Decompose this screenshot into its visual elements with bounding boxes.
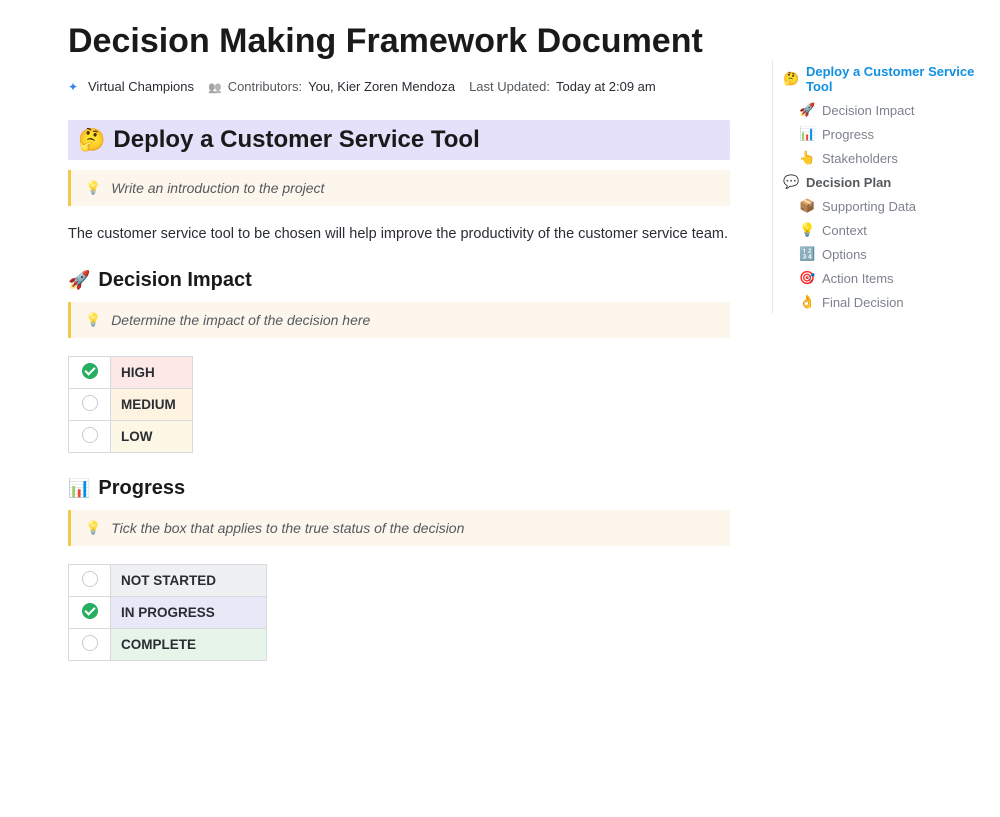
subsection-progress: 📊 Progress bbox=[68, 477, 730, 500]
checked-icon bbox=[82, 363, 98, 379]
ok-emoji-icon: 👌 bbox=[799, 294, 815, 310]
impact-title: Decision Impact bbox=[98, 269, 251, 292]
subsection-impact: 🚀 Decision Impact bbox=[68, 269, 730, 292]
bulb-icon: 💡 bbox=[85, 520, 101, 536]
target-emoji-icon: 🎯 bbox=[799, 270, 815, 286]
progress-table: NOT STARTED IN PROGRESS COMPLETE bbox=[68, 564, 267, 661]
thinking-emoji-icon: 🤔 bbox=[78, 127, 105, 153]
meta-contributors[interactable]: Contributors: You, Kier Zoren Mendoza bbox=[208, 79, 455, 94]
toc-item-stakeholders[interactable]: 👆 Stakeholders bbox=[781, 146, 982, 170]
callout-impact[interactable]: 💡 Determine the impact of the decision h… bbox=[68, 302, 730, 338]
toc-item-context[interactable]: 💡 Context bbox=[781, 218, 982, 242]
check-cell[interactable] bbox=[69, 597, 111, 629]
callout-progress-text: Tick the box that applies to the true st… bbox=[111, 520, 464, 536]
rocket-emoji-icon: 🚀 bbox=[68, 270, 90, 291]
unchecked-icon bbox=[82, 571, 98, 587]
speech-emoji-icon: 💬 bbox=[783, 174, 799, 190]
toc-label: Context bbox=[822, 223, 867, 238]
updated-label: Last Updated: bbox=[469, 79, 550, 94]
thinking-emoji-icon: 🤔 bbox=[783, 71, 799, 87]
callout-progress[interactable]: 💡 Tick the box that applies to the true … bbox=[68, 510, 730, 546]
toc-item-progress[interactable]: 📊 Progress bbox=[781, 122, 982, 146]
impact-low-label: LOW bbox=[111, 421, 193, 453]
bulb-icon: 💡 bbox=[85, 312, 101, 328]
toc-item-deploy[interactable]: 🤔 Deploy a Customer Service Tool bbox=[781, 60, 982, 98]
check-cell[interactable] bbox=[69, 389, 111, 421]
check-cell[interactable] bbox=[69, 421, 111, 453]
contributors-label: Contributors: bbox=[228, 79, 302, 94]
team-name: Virtual Champions bbox=[88, 79, 194, 94]
unchecked-icon bbox=[82, 635, 98, 651]
check-cell[interactable] bbox=[69, 629, 111, 661]
table-row: MEDIUM bbox=[69, 389, 193, 421]
table-row: IN PROGRESS bbox=[69, 597, 267, 629]
toc-item-supporting-data[interactable]: 📦 Supporting Data bbox=[781, 194, 982, 218]
toc-label: Decision Plan bbox=[806, 175, 891, 190]
rocket-emoji-icon: 🚀 bbox=[799, 102, 815, 118]
numbers-emoji-icon: 🔢 bbox=[799, 246, 815, 262]
unchecked-icon bbox=[82, 395, 98, 411]
contributors-value: You, Kier Zoren Mendoza bbox=[308, 79, 455, 94]
toc-label: Progress bbox=[822, 127, 874, 142]
impact-table: HIGH MEDIUM LOW bbox=[68, 356, 193, 453]
section-main-title: Deploy a Customer Service Tool bbox=[113, 126, 479, 154]
intro-body-text[interactable]: The customer service tool to be chosen w… bbox=[68, 224, 730, 246]
meta-row: Virtual Champions Contributors: You, Kie… bbox=[68, 79, 730, 94]
impact-medium-label: MEDIUM bbox=[111, 389, 193, 421]
toc-label: Supporting Data bbox=[822, 199, 916, 214]
check-cell[interactable] bbox=[69, 357, 111, 389]
progress-complete-label: COMPLETE bbox=[111, 629, 267, 661]
progress-title: Progress bbox=[98, 477, 185, 500]
table-row: COMPLETE bbox=[69, 629, 267, 661]
sparkle-icon bbox=[68, 79, 82, 93]
callout-impact-text: Determine the impact of the decision her… bbox=[111, 312, 370, 328]
callout-intro-text: Write an introduction to the project bbox=[111, 180, 324, 196]
chart-emoji-icon: 📊 bbox=[68, 478, 90, 499]
impact-high-label: HIGH bbox=[111, 357, 193, 389]
table-row: HIGH bbox=[69, 357, 193, 389]
toc-label: Stakeholders bbox=[822, 151, 898, 166]
unchecked-icon bbox=[82, 427, 98, 443]
toc-item-final-decision[interactable]: 👌 Final Decision bbox=[781, 290, 982, 314]
page-title: Decision Making Framework Document bbox=[68, 20, 730, 63]
progress-notstarted-label: NOT STARTED bbox=[111, 565, 267, 597]
toc-item-options[interactable]: 🔢 Options bbox=[781, 242, 982, 266]
main-content: Decision Making Framework Document Virtu… bbox=[0, 0, 730, 661]
meta-updated: Last Updated: Today at 2:09 am bbox=[469, 79, 656, 94]
toc-label: Options bbox=[822, 247, 867, 262]
meta-team[interactable]: Virtual Champions bbox=[68, 79, 194, 94]
progress-inprogress-label: IN PROGRESS bbox=[111, 597, 267, 629]
check-cell[interactable] bbox=[69, 565, 111, 597]
bulb-icon: 💡 bbox=[85, 180, 101, 196]
bulb-emoji-icon: 💡 bbox=[799, 222, 815, 238]
checked-icon bbox=[82, 603, 98, 619]
table-of-contents: 🤔 Deploy a Customer Service Tool 🚀 Decis… bbox=[772, 60, 982, 314]
toc-label: Deploy a Customer Service Tool bbox=[806, 64, 982, 94]
people-icon bbox=[208, 79, 222, 94]
toc-label: Final Decision bbox=[822, 295, 904, 310]
toc-item-decision-plan[interactable]: 💬 Decision Plan bbox=[781, 170, 982, 194]
toc-item-impact[interactable]: 🚀 Decision Impact bbox=[781, 98, 982, 122]
chart-emoji-icon: 📊 bbox=[799, 126, 815, 142]
section-header-main: 🤔 Deploy a Customer Service Tool bbox=[68, 120, 730, 160]
toc-item-action-items[interactable]: 🎯 Action Items bbox=[781, 266, 982, 290]
toc-label: Decision Impact bbox=[822, 103, 914, 118]
callout-intro[interactable]: 💡 Write an introduction to the project bbox=[68, 170, 730, 206]
updated-value: Today at 2:09 am bbox=[556, 79, 656, 94]
table-row: LOW bbox=[69, 421, 193, 453]
pointing-emoji-icon: 👆 bbox=[799, 150, 815, 166]
table-row: NOT STARTED bbox=[69, 565, 267, 597]
toc-label: Action Items bbox=[822, 271, 894, 286]
box-emoji-icon: 📦 bbox=[799, 198, 815, 214]
